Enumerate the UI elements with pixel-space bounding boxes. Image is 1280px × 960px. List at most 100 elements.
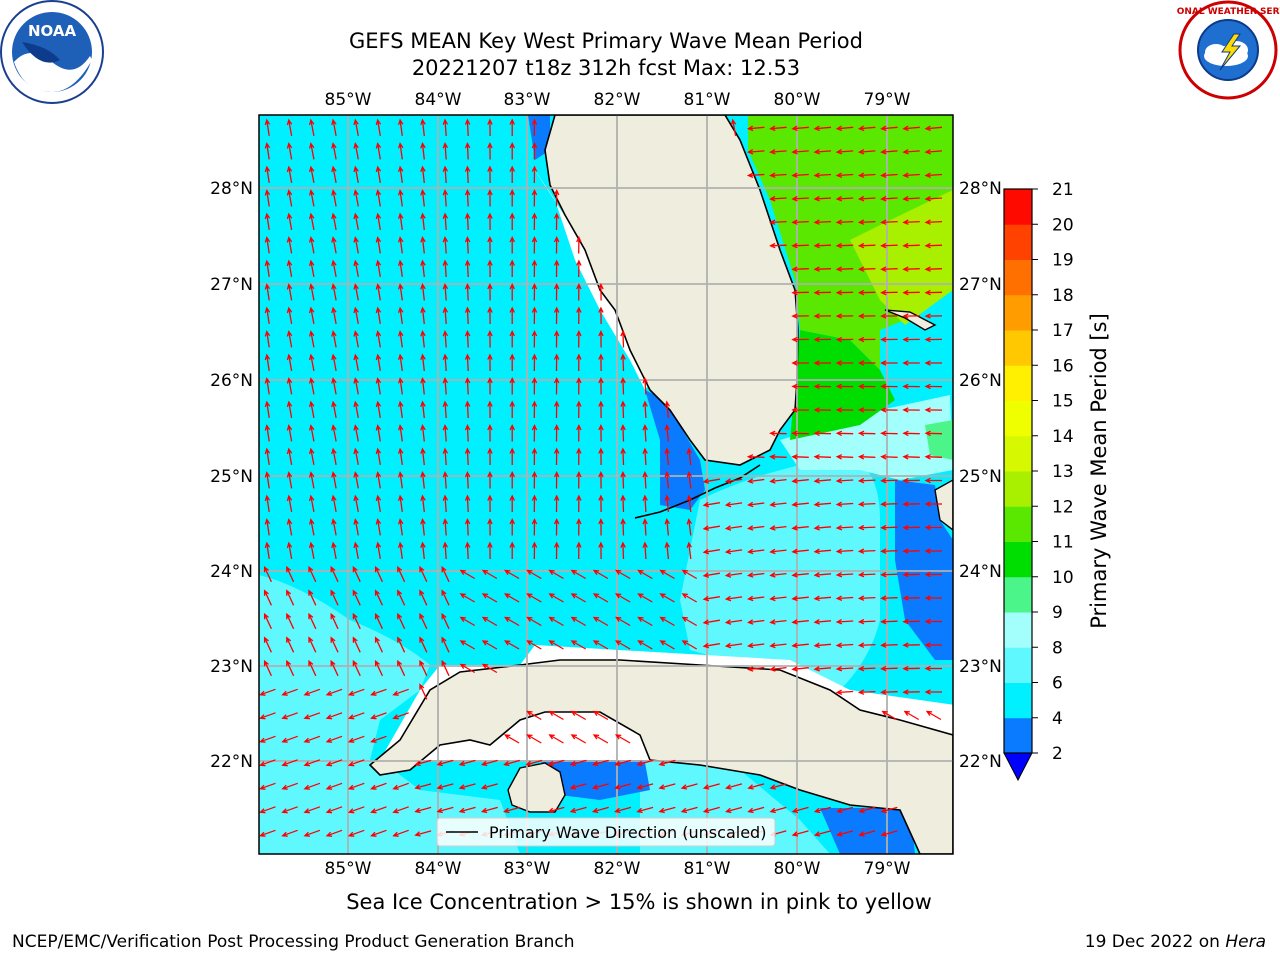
wave-arrow — [464, 188, 471, 207]
wave-arrow — [281, 829, 298, 837]
wave-arrow — [531, 118, 538, 137]
wave-arrow — [813, 383, 832, 390]
wave-arrow — [353, 189, 359, 207]
colorbar-tick-label: 9 — [1052, 603, 1063, 623]
wave-arrow — [857, 430, 876, 437]
wave-arrow — [570, 640, 587, 650]
wave-arrow — [286, 142, 293, 160]
colorbar-tick-label: 20 — [1052, 215, 1074, 235]
wave-arrow — [598, 353, 604, 372]
wave-arrow — [481, 593, 498, 603]
wave-arrow — [303, 688, 321, 696]
wave-arrow — [880, 407, 898, 413]
wave-arrow — [813, 525, 832, 531]
wave-arrow — [509, 212, 515, 230]
wave-arrow — [813, 595, 832, 602]
wave-arrow — [331, 189, 337, 207]
wave-arrow — [331, 330, 337, 348]
wave-arrow — [436, 759, 454, 767]
lon-tick-top-84: 84°W — [415, 90, 462, 110]
wave-arrow — [880, 336, 898, 343]
wave-arrow — [420, 353, 426, 372]
wave-arrow — [303, 712, 321, 720]
wave-arrow — [370, 806, 387, 814]
wave-arrow — [353, 259, 359, 278]
wave-arrow — [591, 783, 609, 790]
wave-arrow — [835, 689, 854, 696]
wave-arrow — [308, 589, 317, 606]
wave-arrow — [576, 259, 582, 278]
wave-arrow — [813, 149, 832, 155]
wave-arrow — [263, 636, 272, 653]
wave-arrow — [681, 569, 698, 580]
wave-arrow — [375, 400, 382, 419]
wave-arrow — [308, 541, 315, 560]
wave-arrow — [880, 477, 898, 484]
wave-arrow — [791, 806, 809, 814]
wave-arrow — [902, 689, 920, 695]
wave-arrow — [286, 447, 293, 466]
wave-arrow — [353, 377, 359, 395]
wave-arrow — [442, 400, 449, 419]
wave-arrow — [924, 501, 942, 507]
wave-arrow — [880, 571, 898, 578]
lon-tick-bottom-85: 85°W — [325, 859, 372, 879]
wave-arrow — [420, 471, 426, 489]
wave-arrow — [702, 619, 721, 625]
wave-arrow — [442, 259, 449, 278]
wave-arrow — [724, 642, 743, 649]
wave-arrow — [414, 759, 432, 767]
wave-arrow — [420, 236, 426, 254]
wave-arrow — [835, 266, 854, 272]
wave-arrow — [308, 494, 315, 513]
wave-arrow — [503, 759, 521, 767]
wave-arrow — [791, 478, 809, 484]
wave-arrow — [458, 783, 476, 790]
wave-arrow — [397, 471, 404, 489]
wave-arrow — [791, 595, 809, 602]
wave-arrow — [264, 377, 271, 395]
colorbar-tick-label: 12 — [1052, 497, 1074, 517]
wave-arrow — [264, 142, 271, 160]
wave-arrow — [526, 734, 542, 744]
wave-arrow — [503, 640, 520, 650]
colorbar: 2 4 6 8 9 10 11 12 13 14 15 16 17 18 19 20 21 Primary Wa… — [1003, 180, 1111, 782]
wave-arrow — [769, 548, 787, 555]
wave-arrow — [813, 642, 832, 649]
wave-arrow — [353, 424, 359, 442]
wave-arrow — [464, 259, 471, 278]
wave-arrow — [769, 666, 787, 672]
wave-arrow — [880, 806, 898, 814]
wave-arrow — [397, 330, 404, 348]
wave-arrow — [769, 501, 787, 508]
wave-arrow — [857, 242, 876, 249]
wave-arrow — [347, 735, 365, 743]
wave-arrow — [702, 478, 721, 484]
wave-arrow — [902, 571, 920, 578]
wave-arrow — [747, 783, 765, 790]
wave-arrow — [857, 149, 876, 155]
wave-arrow — [880, 665, 898, 672]
wave-arrow — [264, 471, 271, 489]
wave-arrow — [553, 306, 560, 325]
wave-arrow — [531, 423, 538, 442]
wave-arrow — [420, 306, 426, 325]
wave-arrow — [658, 759, 676, 767]
wave-arrow — [642, 376, 648, 395]
lat-tick-left-27: 27°N — [210, 275, 253, 295]
wave-arrow — [880, 242, 898, 249]
field-10-11 — [790, 330, 895, 440]
wave-arrow — [281, 759, 298, 767]
wave-arrow — [569, 783, 587, 790]
wave-arrow — [325, 782, 343, 790]
wave-arrow — [419, 565, 428, 583]
lon-tick-bottom-80: 80°W — [774, 859, 821, 879]
wave-arrow — [769, 430, 787, 437]
wave-arrow — [487, 400, 493, 419]
wave-arrow — [397, 518, 404, 536]
wave-arrow — [442, 118, 449, 137]
wave-arrow — [835, 172, 854, 179]
lat-tick-left-23: 23°N — [210, 657, 253, 677]
wave-arrow — [414, 783, 432, 790]
colorbar-segment — [1004, 506, 1032, 542]
